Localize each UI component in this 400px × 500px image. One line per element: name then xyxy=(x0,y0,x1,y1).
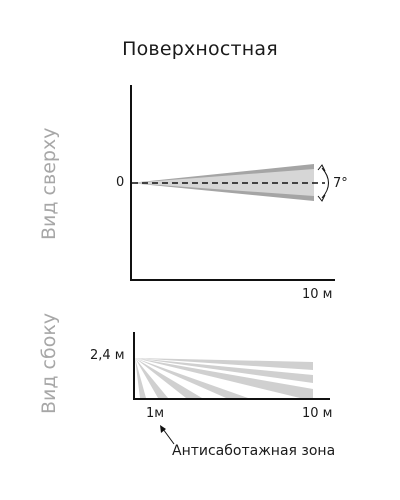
diagram-title: Поверхностная xyxy=(122,38,278,60)
side-view-axes xyxy=(133,332,330,400)
angle-label: 7° xyxy=(333,176,348,191)
zone-arrow-shaft-icon xyxy=(162,428,175,445)
side-ray-1 xyxy=(135,358,146,398)
side-ray-4 xyxy=(135,358,248,398)
side-ray-2 xyxy=(135,358,168,398)
side-band-1 xyxy=(135,358,313,398)
anti-sabotage-zone-caption: Антисаботажная зона xyxy=(172,443,336,459)
side-band-3 xyxy=(135,358,313,370)
top-origin-label: 0 xyxy=(116,175,125,190)
side-band-2 xyxy=(135,358,313,383)
side-view-plot xyxy=(133,332,330,445)
angle-arrow-down-icon xyxy=(317,194,326,202)
zone-arrow-head-icon xyxy=(160,425,166,433)
height-label: 2,4 м xyxy=(90,348,125,363)
angle-arrow-up-icon xyxy=(317,164,326,172)
far-distance-label: 10 м xyxy=(302,406,333,421)
angle-arc-icon xyxy=(321,167,329,199)
top-view-axes xyxy=(130,85,335,281)
near-distance-label: 1м xyxy=(146,406,165,421)
top-distance-label: 10 м xyxy=(302,287,333,302)
top-view-plot xyxy=(130,85,335,281)
side-ray-3 xyxy=(135,358,202,398)
